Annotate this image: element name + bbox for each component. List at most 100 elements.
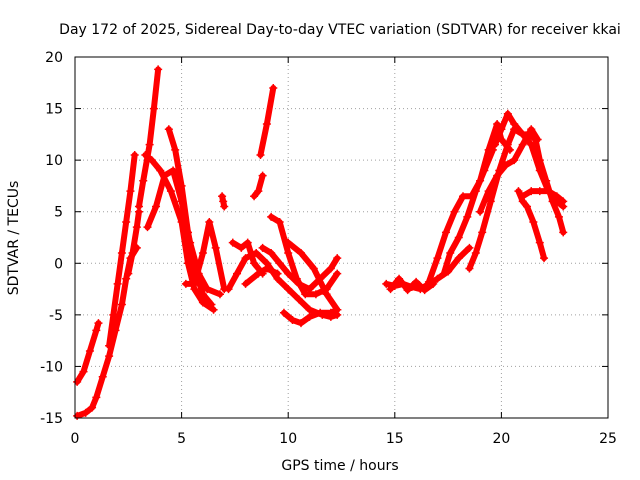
data-point-marker	[514, 187, 523, 196]
data-point-marker	[154, 65, 163, 74]
x-tick-label: 20	[492, 431, 510, 447]
data-point-marker	[171, 145, 180, 154]
data-point-marker	[471, 187, 480, 196]
data-point-marker	[284, 285, 293, 294]
data-point-marker	[533, 135, 542, 144]
data-point-marker	[446, 248, 455, 257]
series-pass-1	[73, 319, 103, 386]
series-line	[387, 275, 437, 294]
data-point-marker	[433, 274, 442, 283]
data-point-marker	[559, 202, 568, 211]
data-point-marker	[420, 286, 429, 295]
data-point-marker	[288, 316, 297, 325]
data-point-marker	[262, 264, 271, 273]
data-point-marker	[439, 269, 448, 278]
data-point-marker	[94, 319, 103, 328]
data-point-marker	[518, 140, 527, 149]
data-point-marker	[73, 411, 82, 420]
data-point-marker	[279, 308, 288, 317]
data-point-marker	[198, 290, 207, 299]
data-point-marker	[535, 187, 544, 196]
series-pass-5	[134, 65, 163, 211]
data-point-marker	[122, 218, 131, 227]
data-point-marker	[190, 279, 199, 288]
data-point-marker	[305, 312, 314, 321]
data-point-marker	[241, 279, 250, 288]
data-point-marker	[465, 243, 474, 252]
series-line	[492, 110, 567, 236]
y-tick-label: -15	[40, 411, 63, 427]
data-point-marker	[215, 290, 224, 299]
data-point-marker	[382, 279, 391, 288]
data-point-marker	[250, 192, 259, 201]
data-point-marker	[219, 197, 228, 206]
series-line	[519, 188, 567, 210]
data-point-marker	[497, 125, 506, 134]
data-point-marker	[207, 300, 216, 309]
data-point-marker	[130, 150, 139, 159]
data-point-marker	[529, 218, 538, 227]
data-point-marker	[147, 156, 156, 165]
data-point-marker	[132, 223, 141, 232]
data-point-marker	[559, 228, 568, 237]
data-point-marker	[256, 150, 265, 159]
data-point-marker	[267, 248, 276, 257]
data-point-marker	[228, 238, 237, 247]
data-point-marker	[326, 308, 335, 317]
data-point-marker	[269, 83, 278, 92]
y-tick-label: -5	[49, 308, 63, 324]
data-point-marker	[241, 254, 250, 263]
data-point-marker	[237, 243, 246, 252]
x-axis-label: GPS time / hours	[281, 458, 398, 474]
data-point-marker	[535, 156, 544, 165]
data-point-marker	[454, 233, 463, 242]
data-point-marker	[224, 285, 233, 294]
grid	[75, 57, 608, 418]
data-point-marker	[333, 254, 342, 263]
data-point-marker	[484, 187, 493, 196]
data-point-marker	[540, 254, 549, 263]
data-point-marker	[117, 248, 126, 257]
data-point-marker	[463, 212, 472, 221]
y-tick-label: 15	[45, 102, 63, 118]
data-point-marker	[284, 238, 293, 247]
series-pass-9	[181, 218, 229, 294]
data-point-marker	[333, 305, 342, 314]
data-point-marker	[88, 403, 97, 412]
data-point-marker	[488, 145, 497, 154]
data-point-marker	[311, 290, 320, 299]
data-point-marker	[395, 274, 404, 283]
data-point-marker	[250, 259, 259, 268]
data-point-marker	[510, 156, 519, 165]
data-point-marker	[105, 352, 114, 361]
data-point-marker	[203, 285, 212, 294]
data-point-marker	[491, 140, 500, 149]
data-point-marker	[211, 243, 220, 252]
data-point-marker	[386, 285, 395, 294]
data-point-marker	[183, 228, 192, 237]
data-point-marker	[73, 377, 82, 386]
data-point-marker	[143, 223, 152, 232]
data-point-marker	[301, 290, 310, 299]
data-point-marker	[113, 279, 122, 288]
data-point-marker	[518, 192, 527, 201]
data-point-marker	[254, 269, 263, 278]
y-axis-label: SDTVAR / TECUs	[6, 181, 22, 296]
data-point-marker	[98, 372, 107, 381]
series-pass-21	[386, 274, 438, 295]
series-pass-18	[279, 305, 342, 328]
x-tick-label: 10	[279, 431, 297, 447]
series-pass-8	[164, 125, 216, 309]
data-point-marker	[542, 176, 551, 185]
data-point-marker	[273, 269, 282, 278]
data-point-marker	[145, 140, 154, 149]
x-tick-label: 0	[71, 431, 80, 447]
data-point-marker	[454, 254, 463, 263]
data-point-marker	[554, 212, 563, 221]
data-point-marker	[403, 286, 412, 295]
data-point-marker	[169, 166, 178, 175]
data-point-marker	[412, 277, 421, 286]
data-point-marker	[92, 326, 101, 335]
data-point-marker	[181, 279, 190, 288]
series-pass-14	[256, 83, 278, 159]
